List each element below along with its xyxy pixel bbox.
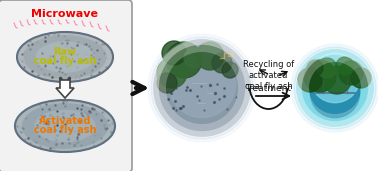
Ellipse shape [24,36,106,78]
Circle shape [154,40,250,136]
Polygon shape [56,80,74,98]
Circle shape [157,73,177,93]
Ellipse shape [15,100,115,152]
Text: Microwave: Microwave [31,9,99,19]
Ellipse shape [23,104,107,148]
Circle shape [148,34,256,142]
Circle shape [184,48,204,68]
Text: coal fly ash: coal fly ash [34,56,96,66]
Ellipse shape [35,110,95,142]
Circle shape [291,44,378,132]
Text: coal fly ash: coal fly ash [34,125,96,135]
Ellipse shape [36,42,94,72]
Ellipse shape [17,32,113,82]
Circle shape [222,62,238,78]
Circle shape [351,68,371,88]
Text: Activated: Activated [39,116,91,126]
Circle shape [336,57,354,75]
Text: Raw: Raw [54,47,76,57]
Circle shape [166,42,202,78]
Circle shape [298,68,322,92]
Text: Recycling of
activated
coal fly ash: Recycling of activated coal fly ash [243,60,294,91]
Text: Treatment: Treatment [245,84,291,93]
Circle shape [297,50,373,126]
Circle shape [304,60,336,92]
Circle shape [297,50,373,126]
Circle shape [212,53,232,73]
Circle shape [196,42,224,70]
Circle shape [157,58,187,88]
FancyBboxPatch shape [0,0,132,171]
Circle shape [339,61,363,85]
Circle shape [317,58,337,78]
Circle shape [294,47,376,129]
Circle shape [151,37,253,139]
Circle shape [307,60,323,76]
Circle shape [310,68,360,118]
Circle shape [323,66,351,94]
Circle shape [154,40,250,136]
Circle shape [162,41,186,65]
Circle shape [169,50,235,118]
Circle shape [310,53,360,103]
